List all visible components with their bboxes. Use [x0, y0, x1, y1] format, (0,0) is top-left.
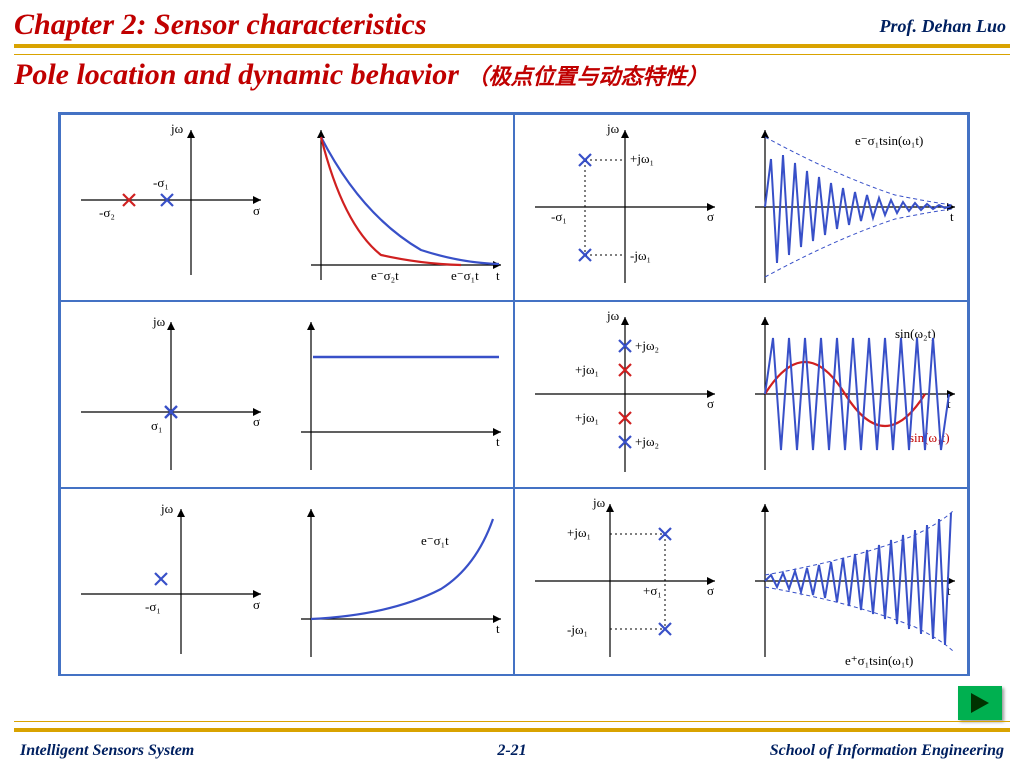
next-slide-button[interactable] — [958, 686, 1002, 720]
svg-text:jω: jω — [606, 308, 620, 323]
curve-red-decay — [321, 137, 461, 265]
svg-text:+jω₁: +jω₁ — [630, 151, 654, 166]
svg-text:+σ₁: +σ₁ — [643, 583, 662, 598]
svg-text:+jω₁: +jω₁ — [575, 362, 599, 377]
cell-pos-real-pole: jω σ -σ₁ t e⁻σ₁t — [60, 488, 514, 675]
svg-text:-jω₁: -jω₁ — [567, 622, 588, 637]
svg-text:σ: σ — [707, 396, 714, 411]
svg-text:σ: σ — [707, 583, 714, 598]
label-jw: jω — [170, 121, 184, 136]
svg-text:-σ₁: -σ₁ — [145, 599, 161, 614]
svg-text:jω: jω — [592, 495, 606, 510]
cell-complex-lhp: jω σ +jω₁ -jω₁ -σ₁ — [514, 114, 968, 301]
section-title-cn: （极点位置与动态特性） — [466, 64, 708, 89]
time-plot-damped: t e⁻σ₁tsin(ω₁t) — [755, 130, 955, 283]
label-neg-sigma2: -σ₂ — [99, 205, 115, 220]
svg-text:t: t — [950, 209, 954, 224]
svg-text:σ: σ — [253, 597, 260, 612]
svg-text:jω: jω — [160, 501, 174, 516]
svg-text:-σ₁: -σ₁ — [551, 209, 567, 224]
diagram-grid: jω σ -σ₁ -σ₂ t — [58, 112, 970, 676]
svg-text:t: t — [496, 621, 500, 636]
top-rule — [14, 44, 1010, 55]
svg-text:e⁺σ₁tsin(ω₁t): e⁺σ₁tsin(ω₁t) — [845, 653, 913, 668]
svg-text:+jω₂: +jω₂ — [635, 338, 659, 353]
curve-growing-sine — [765, 513, 951, 645]
cell-imag-pairs: jω σ +jω₂ +jω₁ +jω₁ +jω₂ — [514, 301, 968, 488]
label-e-s2t: e⁻σ₂t — [371, 268, 399, 283]
label-e-s1t: e⁻σ₁t — [451, 268, 479, 283]
svg-text:σ₁: σ₁ — [151, 418, 163, 433]
label-t: t — [496, 268, 500, 283]
svg-text:e⁻σ₁t: e⁻σ₁t — [421, 533, 449, 548]
svg-text:jω: jω — [152, 314, 166, 329]
footer-right: School of Information Engineering — [770, 742, 1004, 760]
svg-text:+jω₁: +jω₁ — [575, 410, 599, 425]
cell-neg-real-poles: jω σ -σ₁ -σ₂ t — [60, 114, 514, 301]
bottom-rule — [14, 721, 1010, 732]
curve-damped-sine — [765, 155, 951, 263]
svg-text:+jω₂: +jω₂ — [635, 434, 659, 449]
cell-complex-rhp: jω σ +jω₁ -jω₁ +σ₁ t e⁺σ₁tsin(ω₁t) — [514, 488, 968, 675]
svg-text:e⁻σ₁tsin(ω₁t): e⁻σ₁tsin(ω₁t) — [855, 133, 923, 148]
section-title: Pole location and dynamic behavior （极点位置… — [14, 58, 709, 92]
label-neg-sigma1: -σ₁ — [153, 175, 169, 190]
splane-complex-lhp: jω σ +jω₁ -jω₁ -σ₁ — [535, 121, 715, 283]
pole-upper — [579, 154, 591, 166]
label-sigma: σ — [253, 203, 260, 218]
time-plot-decay: t e⁻σ₂t e⁻σ₁t — [311, 130, 501, 283]
cell-origin-pole: jω σ σ₁ t — [60, 301, 514, 488]
svg-text:σ: σ — [707, 209, 714, 224]
svg-text:jω: jω — [606, 121, 620, 136]
section-title-en: Pole location and dynamic behavior — [14, 58, 459, 91]
professor-name: Prof. Dehan Luo — [879, 16, 1006, 37]
svg-text:-jω₁: -jω₁ — [630, 248, 651, 263]
curve-blue-decay — [321, 137, 499, 264]
svg-text:σ: σ — [253, 414, 260, 429]
splane-left: jω σ -σ₁ -σ₂ — [81, 121, 261, 275]
curve-growing-exp — [311, 519, 493, 619]
svg-text:t: t — [496, 434, 500, 449]
svg-text:+jω₁: +jω₁ — [567, 525, 591, 540]
chapter-title: Chapter 2: Sensor characteristics — [14, 8, 427, 42]
